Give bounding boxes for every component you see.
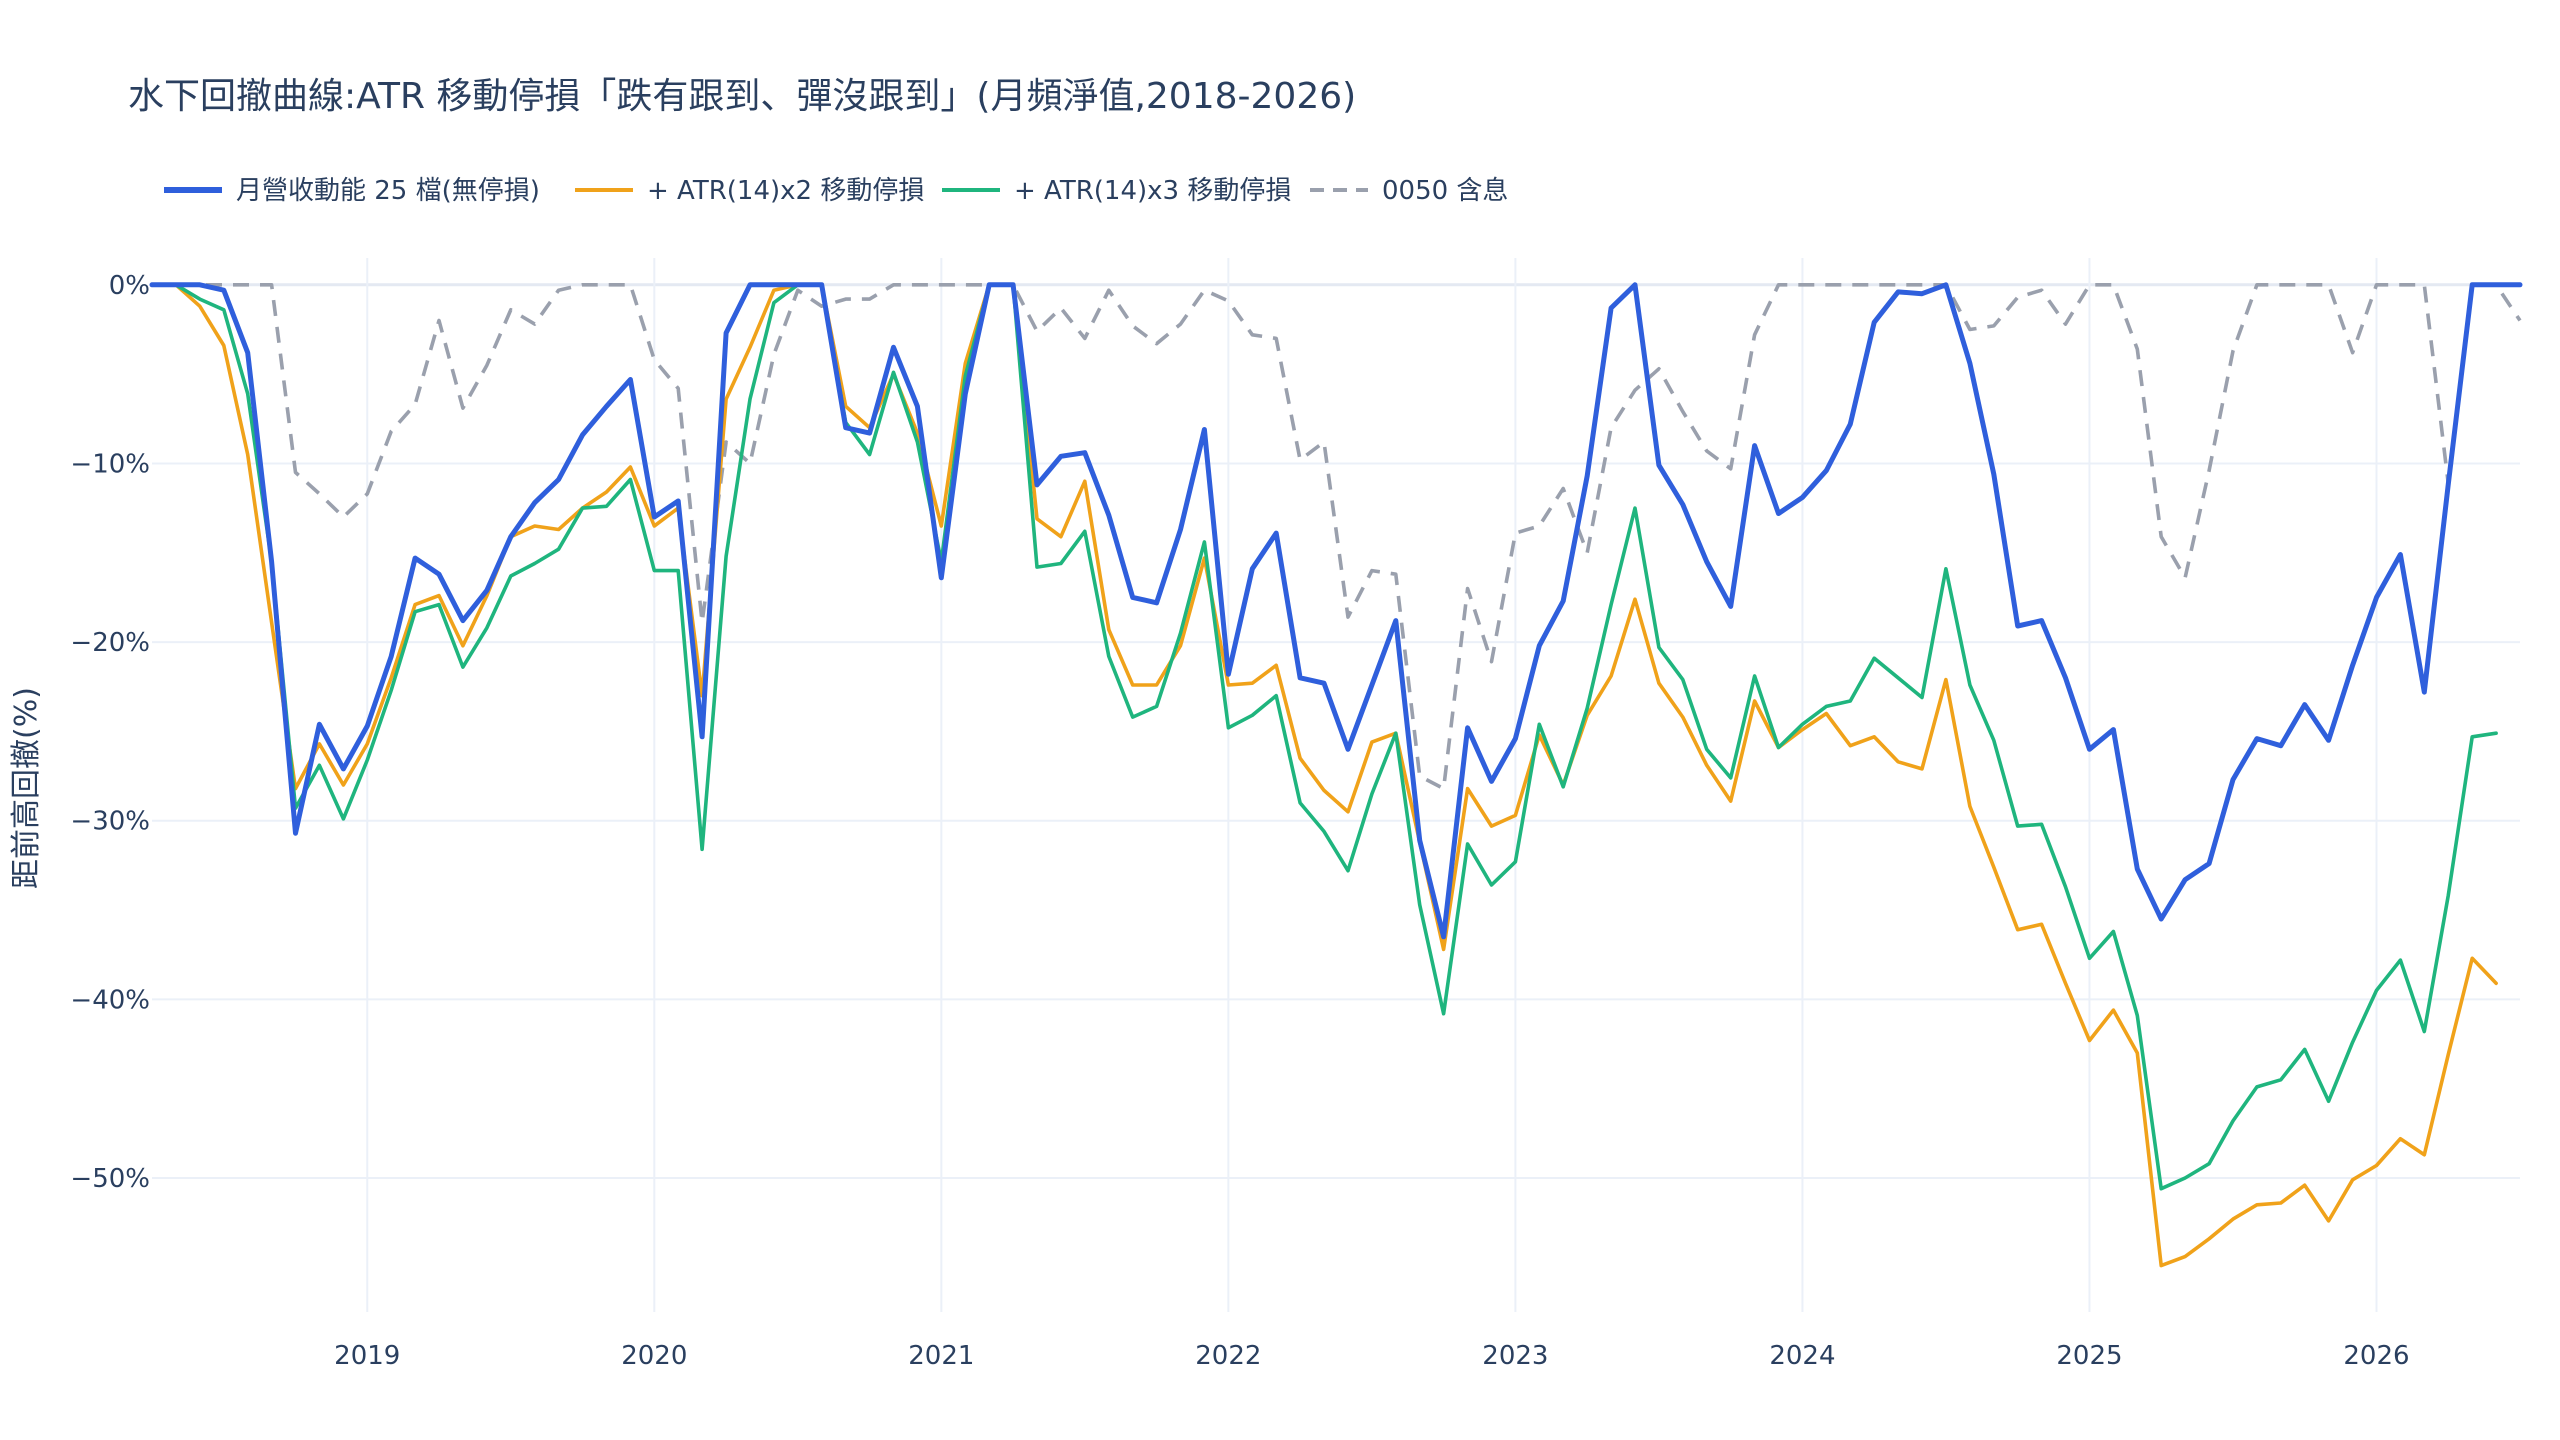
series-lines (149, 282, 2523, 1268)
grid (152, 258, 2520, 1312)
series-line-3 (150, 282, 2498, 1191)
y-axis-title: 距前高回撤(%) (9, 687, 44, 889)
x-tick-label: 2019 (334, 1341, 400, 1371)
y-tick-label: −20% (70, 628, 150, 658)
x-axis-ticks: 2019 2020 2021 2022 2023 2024 2025 2026 (334, 1341, 2409, 1371)
x-tick-label: 2021 (908, 1341, 974, 1371)
x-tick-label: 2020 (621, 1341, 687, 1371)
legend: 月營收動能 25 檔(無停損) + ATR(14)x2 移動停損 + ATR(14)… (164, 176, 1508, 206)
y-tick-label: −50% (70, 1164, 150, 1194)
y-tick-label: −10% (70, 449, 150, 479)
legend-label: 0050 含息 (1382, 176, 1508, 206)
chart-title: 水下回撤曲線:ATR 移動停損「跌有跟到、彈沒跟到」(月頻淨值,2018-202… (128, 76, 1356, 117)
y-tick-label: −30% (70, 807, 150, 837)
x-tick-label: 2022 (1195, 1341, 1261, 1371)
x-tick-label: 2024 (1769, 1341, 1835, 1371)
y-tick-label: −40% (70, 985, 150, 1015)
series-line-1 (149, 282, 2523, 940)
x-tick-label: 2026 (2343, 1341, 2409, 1371)
legend-label: 月營收動能 25 檔(無停損) (236, 176, 540, 206)
legend-label: + ATR(14)x3 移動停損 (1014, 176, 1291, 206)
x-tick-label: 2025 (2056, 1341, 2122, 1371)
y-axis-ticks: 0% −10% −20% −30% −40% −50% (70, 271, 150, 1194)
series-line-2 (150, 282, 2498, 1268)
legend-label: + ATR(14)x2 移動停損 (647, 176, 924, 206)
series-line-4 (152, 282, 2522, 791)
y-tick-label: 0% (109, 271, 150, 301)
x-tick-label: 2023 (1482, 1341, 1548, 1371)
